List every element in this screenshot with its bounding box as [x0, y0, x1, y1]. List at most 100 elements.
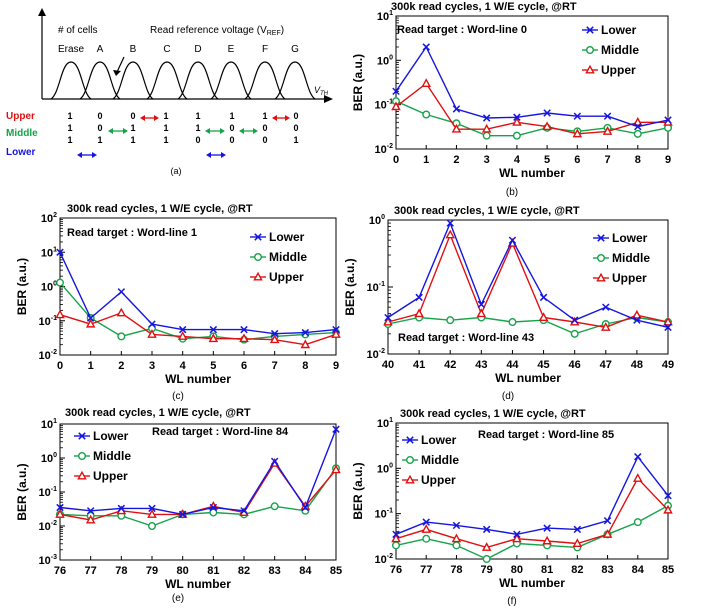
series-line [387, 221, 669, 328]
data-point [116, 307, 127, 317]
data-point [209, 325, 218, 334]
panel-a: # of cells Read reference voltage (VREF)… [6, 8, 333, 176]
x-tick-label: 85 [662, 564, 674, 576]
data-point [512, 117, 522, 126]
chart-c: 300k read cycles, 1 W/E cycle, @RT Read t… [15, 203, 341, 402]
data-point [482, 555, 491, 564]
x-tick-label: 81 [207, 565, 219, 577]
data-point [56, 278, 65, 287]
x-tick-label: 84 [299, 565, 312, 577]
read-ref-pointer-head [113, 70, 121, 76]
x-axis-label: WL number [495, 371, 561, 385]
data-point [542, 121, 552, 131]
data-point [512, 533, 522, 543]
x-tick-label: 49 [662, 359, 674, 371]
data-point [269, 334, 280, 344]
data-point [178, 510, 187, 519]
state-distribution-curve [146, 61, 188, 100]
x-tick-label: 78 [450, 564, 462, 576]
data-point [508, 236, 517, 244]
bit-value: 0 [97, 123, 102, 133]
read-ref-pointer [116, 56, 125, 73]
legend: Lower Middle Upper [74, 429, 131, 483]
data-point [542, 535, 552, 545]
legend: Lower Middle Upper [250, 230, 307, 284]
x-axis-label: WL number [165, 372, 231, 386]
data-point [664, 491, 672, 500]
data-point [253, 252, 262, 261]
panel-caption: (c) [172, 391, 184, 402]
x-tick-label: 5 [544, 154, 550, 166]
data-point [406, 456, 415, 465]
chart-title: 300k read cycles, 1 W/E cycle, @RT [67, 203, 253, 215]
x-tick-label: 4 [180, 360, 187, 372]
chart-title: 300k read cycles, 1 W/E cycle, @RT [391, 1, 577, 13]
x-tick-label: 43 [475, 359, 487, 371]
data-point [384, 313, 392, 322]
data-point [452, 521, 461, 530]
x-tick-label: 84 [632, 564, 645, 576]
data-point [602, 126, 613, 135]
data-point [602, 529, 613, 538]
series-line [395, 45, 669, 128]
legend-label: Upper [612, 271, 647, 285]
panel-caption: (e) [172, 593, 184, 604]
chart-annotation: Read target : Word-line 1 [67, 227, 197, 239]
data-point [597, 234, 605, 242]
bit-value: 1 [67, 123, 72, 133]
bit-value: 1 [130, 135, 135, 145]
state-label: F [262, 44, 268, 55]
y-tick-label: 101 [377, 417, 393, 430]
y-tick-label: 101 [377, 10, 393, 23]
data-point [331, 464, 341, 474]
legend-item-lower: Lower [74, 429, 129, 443]
data-point [663, 316, 673, 326]
state-distribution-curve [244, 61, 286, 100]
data-point [600, 322, 611, 331]
state-distribution-curve [177, 61, 219, 100]
x-tick-label: 82 [238, 565, 250, 577]
data-point [270, 502, 279, 511]
legend-item-upper: Upper [250, 270, 304, 284]
data-point [406, 436, 414, 444]
data-point [446, 316, 455, 325]
plot-frame [395, 15, 669, 150]
state-distribution-curve [112, 61, 154, 100]
panel-a-caption: (a) [171, 166, 182, 176]
state-distribution-curve [274, 61, 316, 100]
chart-e: 300k read cycles, 1 W/E cycle, @RT Read t… [15, 407, 342, 604]
vth-label: VTH [314, 85, 329, 97]
state-label: A [97, 44, 104, 55]
data-point [482, 114, 491, 122]
series-lower [56, 248, 340, 338]
data-point [452, 541, 461, 550]
data-point [86, 314, 95, 322]
data-point [78, 432, 86, 440]
bit-value: 1 [97, 135, 102, 145]
bit-value: 1 [67, 135, 72, 145]
bit-value: 1 [195, 111, 200, 121]
data-point [573, 112, 582, 120]
x-tick-label: 8 [635, 154, 641, 166]
x-axis-label: WL number [499, 576, 565, 590]
y-tick-label: 10-2 [367, 348, 386, 361]
data-point [482, 131, 491, 140]
y-tick-label: 101 [41, 418, 57, 431]
data-point [147, 509, 157, 518]
data-point [482, 525, 491, 534]
x-tick-label: 0 [57, 360, 63, 372]
x-tick-label: 80 [511, 564, 523, 576]
x-tick-label: 79 [481, 564, 493, 576]
legend-item-upper: Upper [582, 63, 636, 77]
data-point [603, 516, 612, 525]
x-tick-label: 3 [149, 360, 155, 372]
data-point [585, 64, 595, 74]
bit-value: 1 [229, 111, 234, 121]
x-tick-label: 45 [537, 359, 549, 371]
legend: Lower Middle Upper [402, 433, 459, 487]
chart-annotation: Read target : Word-line 43 [398, 332, 534, 344]
data-point [632, 117, 643, 126]
series-lower [392, 453, 672, 539]
x-tick-label: 76 [54, 565, 66, 577]
data-point [117, 288, 126, 296]
